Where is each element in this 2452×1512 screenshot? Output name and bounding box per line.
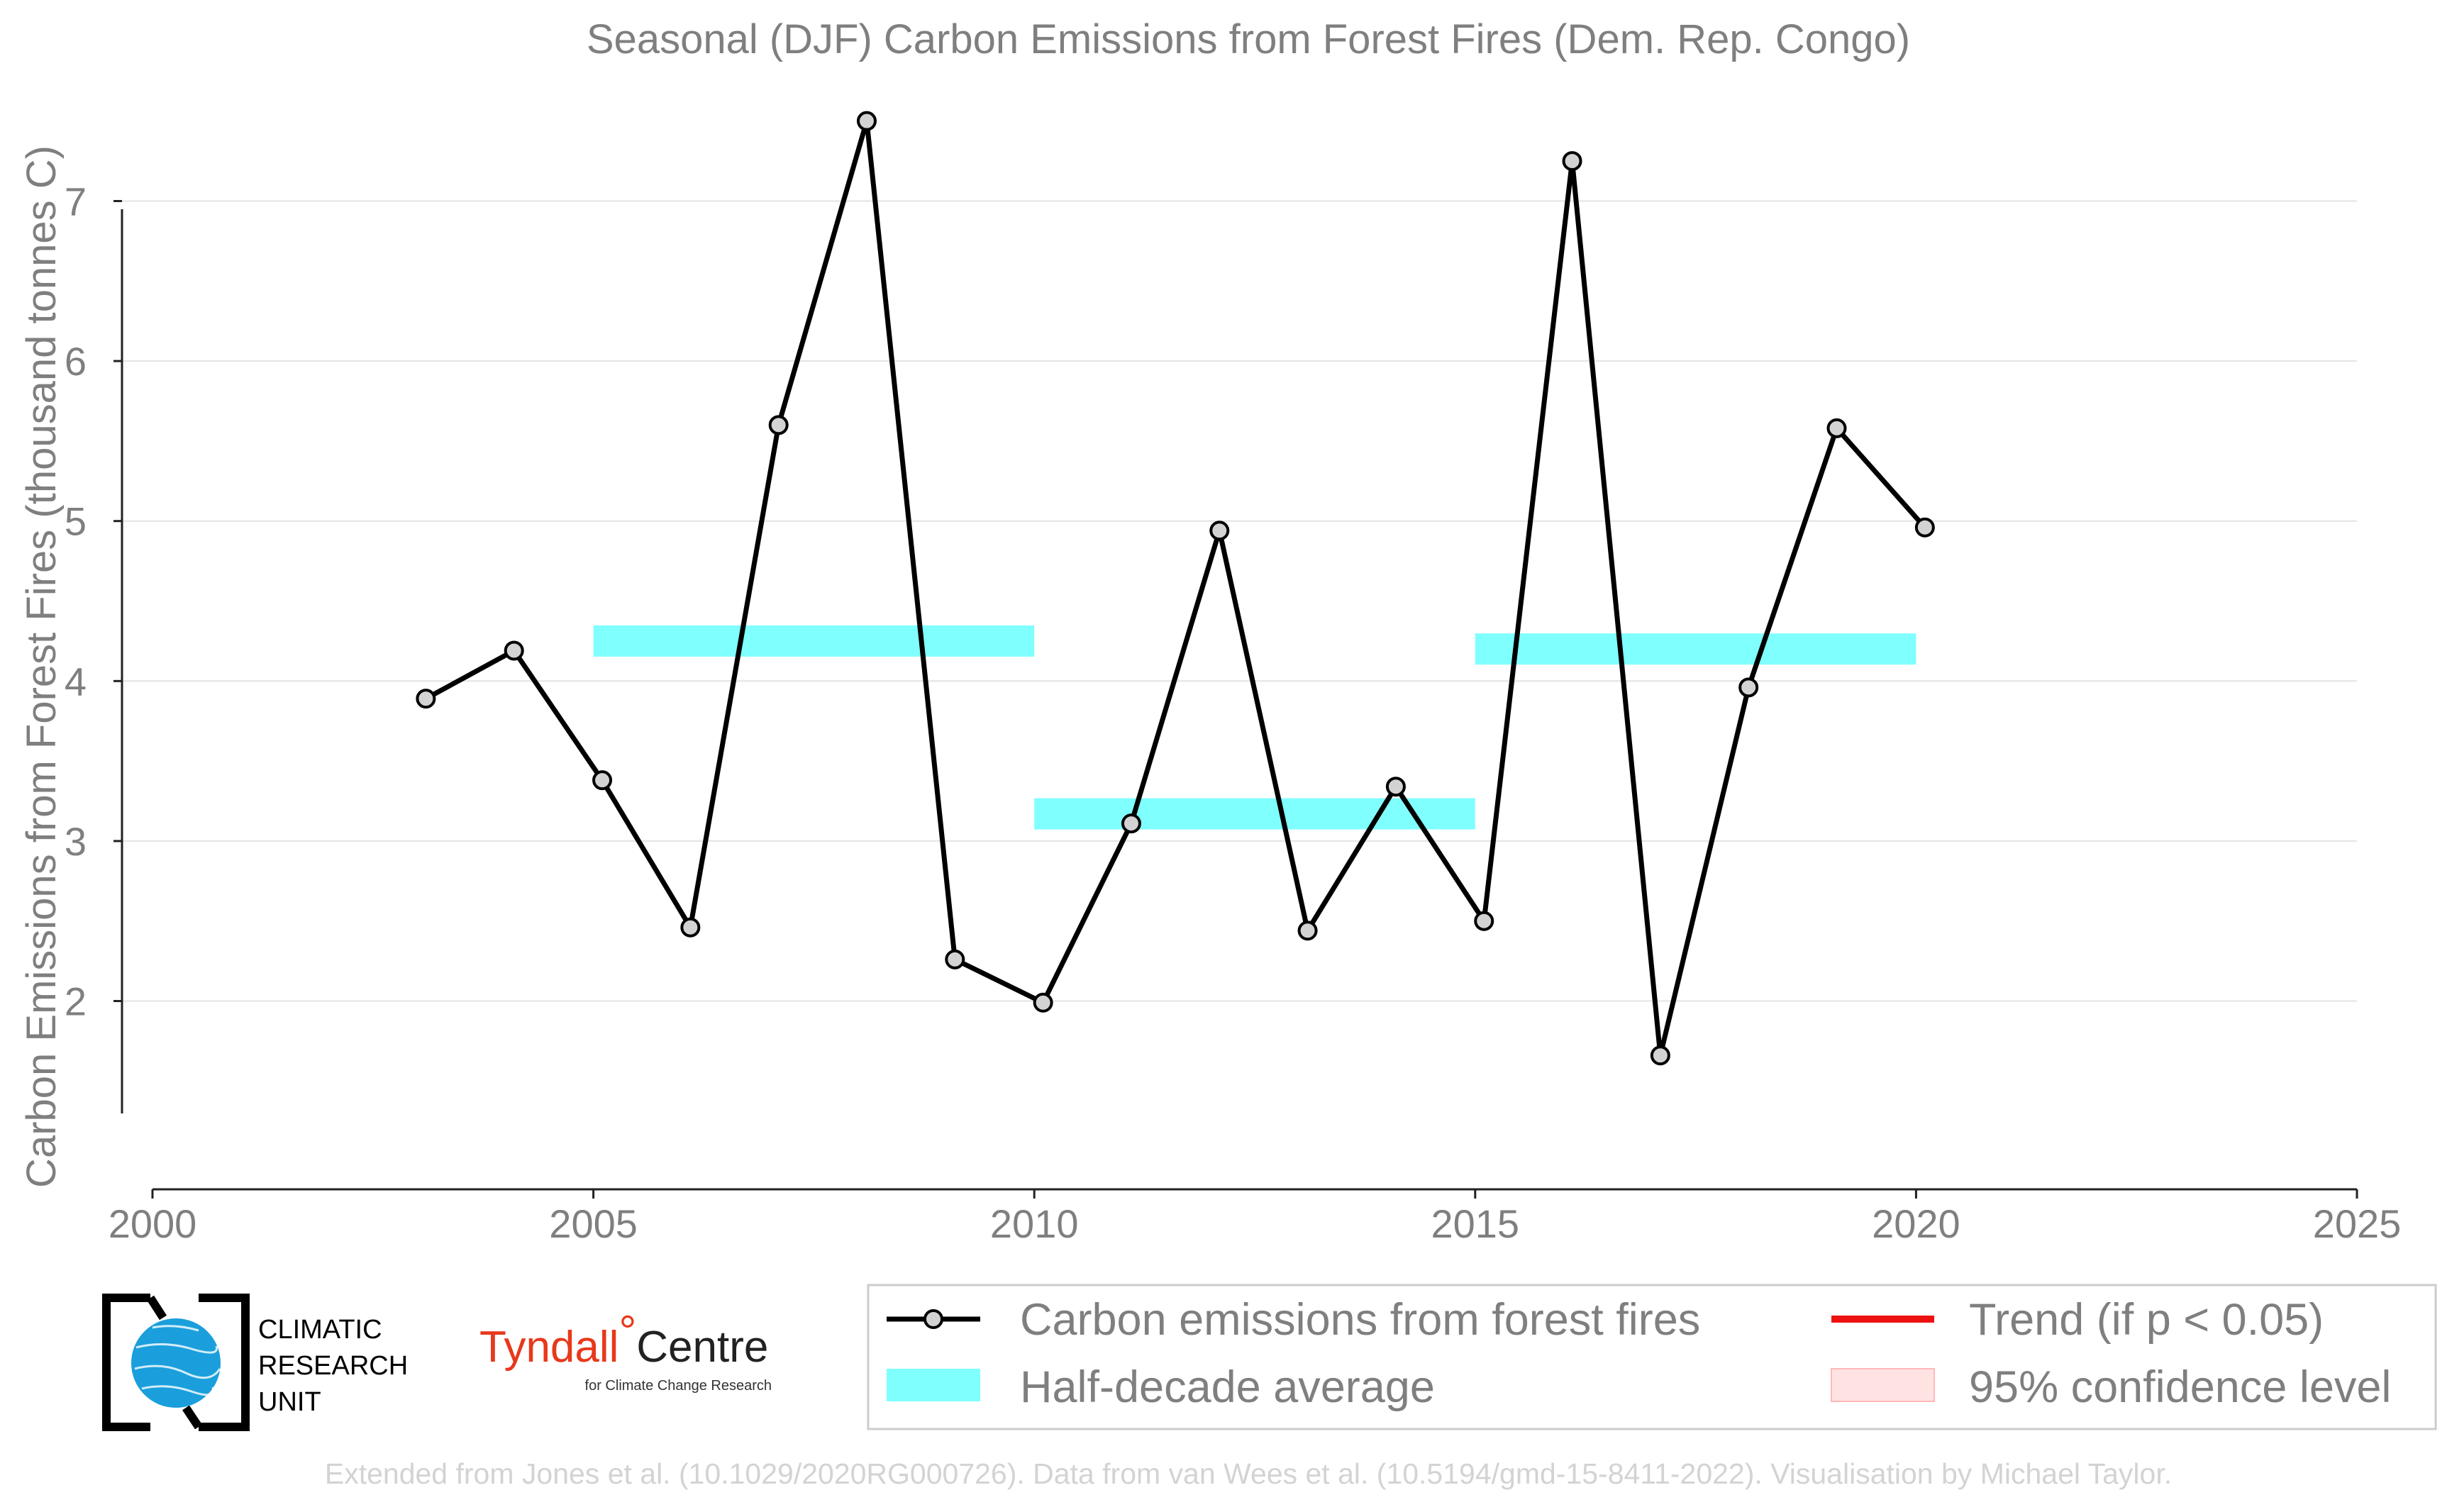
data-point-2009 bbox=[945, 949, 965, 969]
data-point-2020 bbox=[1914, 517, 1935, 538]
half-decade-average-bands bbox=[593, 625, 1916, 830]
tyndall-name: Tyndall bbox=[479, 1323, 618, 1372]
y-axis-ticks: 2 3 4 5 6 7 bbox=[65, 179, 122, 1024]
data-point-2010 bbox=[1033, 992, 1053, 1013]
y-tick-label-7: 7 bbox=[65, 179, 87, 223]
x-tick-label-2025: 2025 bbox=[2313, 1201, 2402, 1246]
data-point-2005 bbox=[592, 770, 613, 791]
cru-logo: CLIMATIC RESEARCH UNIT bbox=[102, 1294, 408, 1431]
chart-title: Seasonal (DJF) Carbon Emissions from For… bbox=[587, 16, 1910, 62]
half-decade-band-2005-2010 bbox=[593, 625, 1035, 657]
legend-swatch-confidence bbox=[1831, 1368, 1935, 1402]
data-point-2012 bbox=[1209, 521, 1230, 541]
tyndall-wordmark: Tyndall°Centre bbox=[479, 1307, 768, 1372]
x-tick-label-2020: 2020 bbox=[1872, 1201, 1960, 1246]
data-point-2018 bbox=[1738, 677, 1759, 698]
data-point-2007 bbox=[768, 415, 789, 435]
y-tick-label-5: 5 bbox=[65, 499, 87, 544]
cru-frame-slash-top bbox=[146, 1295, 167, 1321]
legend-frame bbox=[867, 1284, 2437, 1430]
x-tick-label-2015: 2015 bbox=[1431, 1201, 1520, 1246]
legend-label-series: Carbon emissions from forest fires bbox=[1020, 1295, 1700, 1345]
data-point-2014 bbox=[1385, 777, 1406, 797]
data-point-2006 bbox=[680, 917, 701, 938]
cru-line-1: CLIMATIC bbox=[258, 1315, 382, 1345]
data-point-2008 bbox=[856, 111, 877, 131]
y-tick-label-6: 6 bbox=[65, 339, 87, 384]
data-point-2011 bbox=[1121, 813, 1141, 834]
legend-label-trend: Trend (if p < 0.05) bbox=[1969, 1295, 2324, 1345]
legend-label-confidence: 95% confidence level bbox=[1969, 1362, 2391, 1412]
tyndall-logo: Tyndall°Centre for Climate Change Resear… bbox=[479, 1307, 772, 1394]
cru-line-3: UNIT bbox=[258, 1387, 321, 1417]
tyndall-subtitle: for Climate Change Research bbox=[585, 1378, 772, 1394]
data-point-2015 bbox=[1474, 911, 1494, 931]
tyndall-centre: Centre bbox=[636, 1323, 768, 1372]
cru-frame-slash-bottom bbox=[182, 1405, 202, 1430]
tyndall-degree: ° bbox=[618, 1307, 636, 1356]
half-decade-band-2015-2020 bbox=[1475, 633, 1916, 665]
data-point-2019 bbox=[1826, 418, 1847, 438]
legend-swatch-average bbox=[887, 1369, 980, 1401]
x-axis-ticks: 2000 2005 2010 2015 2020 2025 bbox=[109, 1189, 2402, 1246]
series-line-carbon-emissions bbox=[424, 118, 1927, 1058]
legend-label-average: Half-decade average bbox=[1020, 1362, 1435, 1412]
y-axis-label: Carbon Emissions from Forest Fires (thou… bbox=[18, 145, 65, 1188]
credit-line: Extended from Jones et al. (10.1029/2020… bbox=[325, 1457, 2172, 1490]
data-point-2013 bbox=[1297, 921, 1318, 941]
cru-line-2: RESEARCH bbox=[258, 1351, 408, 1381]
x-tick-label-2000: 2000 bbox=[109, 1201, 197, 1246]
cru-frame-right bbox=[199, 1294, 250, 1431]
series-points bbox=[416, 111, 1935, 1066]
globe-icon bbox=[131, 1318, 221, 1408]
legend: Carbon emissions from forest fires Trend… bbox=[867, 1284, 2437, 1430]
data-point-2016 bbox=[1562, 151, 1582, 172]
cru-frame-left bbox=[102, 1294, 150, 1431]
x-tick-label-2010: 2010 bbox=[990, 1201, 1079, 1246]
y-tick-label-2: 2 bbox=[65, 979, 87, 1024]
data-point-2017 bbox=[1650, 1045, 1670, 1066]
y-gridlines bbox=[122, 200, 2357, 1002]
x-tick-label-2005: 2005 bbox=[549, 1201, 638, 1246]
data-point-2003 bbox=[416, 689, 436, 709]
y-tick-label-4: 4 bbox=[65, 659, 87, 704]
legend-swatch-series-marker bbox=[923, 1309, 943, 1329]
y-tick-label-3: 3 bbox=[65, 819, 87, 864]
half-decade-band-2010-2015 bbox=[1034, 798, 1475, 830]
data-point-2004 bbox=[504, 640, 524, 661]
